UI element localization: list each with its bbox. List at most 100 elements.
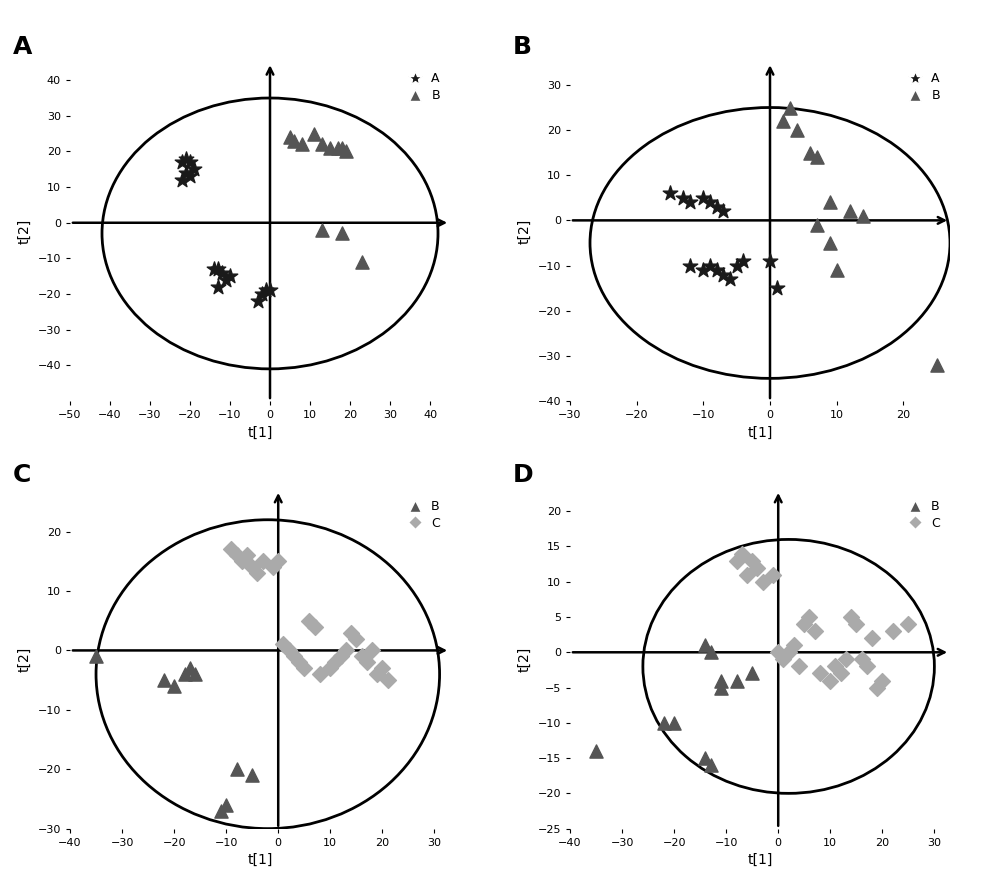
B [218,797,234,812]
B [588,744,604,758]
C [374,661,390,675]
B [334,226,350,241]
C [869,681,885,695]
B [775,114,791,128]
C [364,643,380,658]
C [281,643,297,658]
Text: D: D [513,463,534,487]
B [322,141,338,155]
C [775,652,791,666]
B [187,667,203,682]
Y-axis label: t[2]: t[2] [18,647,32,672]
A [769,281,785,295]
A [662,186,678,200]
Legend: A, B: A, B [399,69,444,106]
B [697,751,713,765]
C [380,673,396,687]
B [286,134,302,148]
B [809,217,825,232]
B [306,127,322,141]
C [354,650,370,664]
B [334,141,350,155]
C [755,575,771,589]
B [713,674,729,688]
A [178,166,194,180]
A [182,169,198,184]
B [213,804,229,818]
B [666,715,682,730]
A [218,273,234,287]
C [765,568,781,582]
C [854,652,870,666]
B [929,357,945,372]
B [822,195,838,209]
X-axis label: t[1]: t[1] [247,854,273,867]
B [697,638,713,652]
B [802,145,818,159]
A [762,254,778,268]
C [833,666,849,681]
C [859,659,875,674]
C [229,548,245,562]
B [782,101,798,115]
C [369,667,385,682]
A [709,263,725,277]
Y-axis label: t[2]: t[2] [518,219,532,244]
C [734,546,750,560]
Y-axis label: t[2]: t[2] [18,219,32,244]
A [682,195,698,209]
C [291,655,307,669]
Legend: B, C: B, C [899,496,944,534]
A [735,254,751,268]
B [744,666,760,681]
C [234,554,250,568]
A [178,151,194,166]
C [885,624,901,638]
A [258,283,274,298]
A [254,287,270,301]
A [186,162,202,176]
B [703,645,719,659]
C [749,560,765,575]
B [809,150,825,164]
Legend: A, B: A, B [899,69,944,106]
B [282,130,298,144]
B [229,762,245,776]
C [900,617,916,631]
C [270,554,286,568]
A [682,258,698,273]
A [715,267,731,282]
B [703,758,719,772]
C [807,624,823,638]
A [695,191,711,205]
X-axis label: t[1]: t[1] [747,854,773,867]
C [265,560,281,575]
C [781,645,797,659]
B [713,681,729,695]
C [864,631,880,645]
A [214,266,230,280]
C [249,566,265,580]
B [314,223,330,237]
B [314,137,330,151]
Legend: B, C: B, C [399,496,444,534]
B [166,679,182,693]
C [312,667,328,682]
A [715,204,731,218]
B [729,674,745,688]
C [348,632,364,646]
C [812,666,828,681]
B [354,255,370,269]
A [709,200,725,214]
C [307,619,323,634]
A [722,272,738,286]
B [822,236,838,250]
Text: C: C [13,463,31,487]
A [174,155,190,169]
B [656,715,672,730]
C [843,609,859,624]
C [296,661,312,675]
C [739,568,755,582]
C [838,652,854,666]
Text: A: A [13,36,32,60]
